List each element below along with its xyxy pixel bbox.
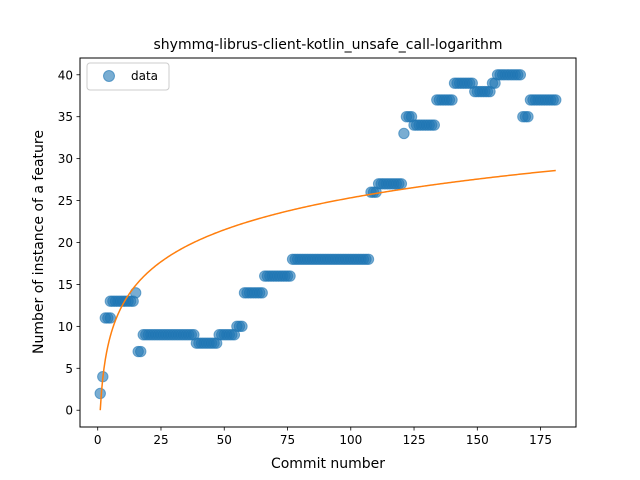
data-point <box>104 312 117 324</box>
axes: 0 25 50 75 100 125 150 175 0 5 10 15 20 25 30 35 40 <box>58 57 577 447</box>
data-point <box>362 253 375 265</box>
x-tick-label: 150 <box>466 433 489 447</box>
data-point <box>135 345 147 358</box>
data-point <box>446 94 458 106</box>
x-tick-label: 25 <box>153 433 168 447</box>
y-tick-label: 30 <box>58 152 73 166</box>
legend: data <box>86 62 170 91</box>
data-point <box>284 270 296 282</box>
x-tick-label: 100 <box>339 433 362 447</box>
x-tick-label: 175 <box>529 433 552 447</box>
legend-label-data: data <box>131 69 158 83</box>
y-tick-label: 10 <box>58 320 73 334</box>
chart-title: shymmq-librus-client-kotlin_unsafe_call-… <box>154 37 503 53</box>
plot-area <box>94 69 562 411</box>
x-tick-label: 75 <box>280 433 295 447</box>
y-tick-label: 15 <box>58 278 73 292</box>
y-axis-label: Number of instance of a feature <box>31 130 47 354</box>
legend-marker-data <box>103 70 115 82</box>
data-point <box>550 94 562 106</box>
x-tick-label: 125 <box>403 433 426 447</box>
y-tick-label: 40 <box>58 68 73 82</box>
legend-frame <box>86 62 170 91</box>
y-tick-label: 25 <box>58 194 73 208</box>
fit-line <box>99 169 556 411</box>
x-axis-label: Commit number <box>271 456 385 472</box>
y-tick-label: 0 <box>65 404 73 418</box>
data-point <box>256 287 268 299</box>
data-point <box>514 69 527 81</box>
data-point <box>522 111 534 123</box>
y-tick-label: 20 <box>58 236 73 250</box>
data-point <box>428 119 440 131</box>
data-point <box>94 387 106 400</box>
x-tick-label: 50 <box>217 433 232 447</box>
y-tick-label: 5 <box>65 362 73 376</box>
data-point <box>395 178 408 190</box>
data-point <box>398 127 410 140</box>
x-tick-label: 0 <box>94 433 102 447</box>
y-tick-label: 35 <box>58 110 73 124</box>
data-point <box>236 320 248 333</box>
